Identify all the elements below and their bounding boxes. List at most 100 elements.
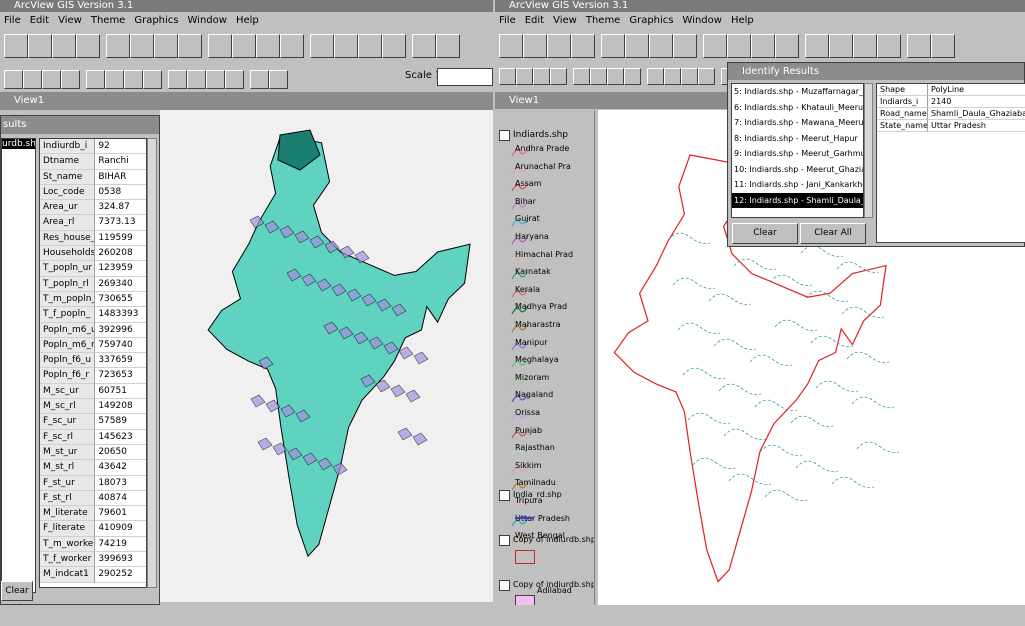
tool-button[interactable] (4, 34, 28, 58)
menu-item[interactable]: Edit (29, 15, 50, 26)
tool-button[interactable] (907, 34, 931, 58)
tool-button[interactable] (590, 68, 607, 85)
identify-item[interactable]: 8: Indiards.shp - Meerut_Hapur (734, 133, 858, 143)
identify-item[interactable]: 11: Indiards.shp - Jani_Kankarkhera (734, 180, 864, 189)
tool-button[interactable] (310, 34, 334, 58)
tool-button[interactable] (206, 70, 225, 89)
tool-button[interactable] (571, 34, 595, 58)
tool-button[interactable] (516, 68, 533, 85)
tool-button[interactable] (168, 70, 187, 89)
tool-button[interactable] (625, 34, 649, 58)
menu-item[interactable]: Theme (90, 15, 126, 26)
tool-button[interactable] (547, 34, 571, 58)
tool-button[interactable] (436, 34, 460, 58)
menu-item[interactable]: Edit (524, 15, 545, 26)
tool-button[interactable] (61, 70, 80, 89)
identify-item[interactable]: 9: Indiards.shp - Meerut_Garhmuktes (734, 149, 863, 158)
results-list[interactable]: urdb.sh (1, 138, 36, 593)
scale-input[interactable] (437, 68, 493, 86)
tool-button[interactable] (143, 70, 162, 89)
tool-button[interactable] (523, 34, 547, 58)
tool-button[interactable] (250, 70, 269, 89)
menu-item[interactable]: Help (730, 15, 754, 26)
tool-button[interactable] (412, 34, 436, 58)
menu-item[interactable]: Window (682, 15, 722, 26)
tool-button[interactable] (232, 34, 256, 58)
tool-button[interactable] (499, 68, 516, 85)
tool-button[interactable] (154, 34, 178, 58)
tool-button[interactable] (533, 68, 550, 85)
tool-button[interactable] (86, 70, 105, 89)
tool-button[interactable] (805, 34, 829, 58)
tool-button[interactable] (178, 34, 202, 58)
legend-theme[interactable]: Copy of indiurdb.shp (513, 580, 595, 589)
menu-item[interactable]: File (4, 15, 21, 26)
tool-button[interactable] (931, 34, 955, 58)
tool-button[interactable] (829, 34, 853, 58)
list-item[interactable]: urdb.sh (2, 139, 35, 149)
tool-button[interactable] (698, 68, 715, 85)
identify-item[interactable]: 10: Indiards.shp - Meerut_Ghaziabad (734, 164, 863, 174)
menu-item[interactable]: View (553, 15, 577, 26)
menu-item[interactable]: View (58, 15, 82, 26)
tool-button[interactable] (647, 68, 664, 85)
tool-button[interactable] (877, 34, 901, 58)
tool-button[interactable] (664, 68, 681, 85)
tool-button[interactable] (358, 34, 382, 58)
tool-button[interactable] (703, 34, 727, 58)
tool-button[interactable] (573, 68, 590, 85)
legend-theme[interactable]: Copy of indiurdb.shp (513, 535, 595, 544)
tool-button[interactable] (624, 68, 641, 85)
menu-item[interactable]: File (499, 15, 516, 26)
tool-button[interactable] (681, 68, 698, 85)
identify-item[interactable]: 6: Indiards.shp - Khatauli_Meerut (734, 102, 864, 112)
checkbox[interactable] (499, 535, 510, 546)
tool-button[interactable] (673, 34, 697, 58)
tool-button[interactable] (105, 70, 124, 89)
tool-button[interactable] (280, 34, 304, 58)
tool-button[interactable] (334, 34, 358, 58)
checkbox[interactable] (499, 580, 510, 591)
tool-button[interactable] (751, 34, 775, 58)
identify-item[interactable]: 12: Indiards.shp - Shamli_Daula_Gha (732, 192, 863, 208)
legend-theme[interactable]: India_rd.shp (513, 490, 562, 499)
tool-button[interactable] (106, 34, 130, 58)
identify-item[interactable]: 7: Indiards.shp - Mawana_Meerut (734, 118, 864, 127)
tool-button[interactable] (601, 34, 625, 58)
checkbox[interactable] (499, 490, 510, 501)
tool-button[interactable] (23, 70, 42, 89)
tool-button[interactable] (76, 34, 100, 58)
legend-theme[interactable]: Indiards.shp (513, 130, 568, 140)
tool-button[interactable] (130, 34, 154, 58)
tool-button[interactable] (124, 70, 143, 89)
tool-button[interactable] (187, 70, 206, 89)
menu-item[interactable]: Window (187, 15, 227, 26)
tool-button[interactable] (727, 34, 751, 58)
menu-item[interactable]: Help (235, 15, 259, 26)
tool-button[interactable] (499, 34, 523, 58)
tool-button[interactable] (28, 34, 52, 58)
tool-button[interactable] (550, 68, 567, 85)
tool-button[interactable] (42, 70, 61, 89)
tool-button[interactable] (4, 70, 23, 89)
scrollbar[interactable] (864, 83, 873, 218)
identify-list[interactable]: 5: Indiards.shp - Muzaffarnagar_Khat 6: I… (731, 83, 864, 218)
menu-item[interactable]: Theme (585, 15, 621, 26)
tool-button[interactable] (208, 34, 232, 58)
tool-button[interactable] (269, 70, 288, 89)
menu-item[interactable]: Graphics (134, 15, 179, 26)
tool-button[interactable] (607, 68, 624, 85)
tool-button[interactable] (775, 34, 799, 58)
tool-button[interactable] (225, 70, 244, 89)
clear-button[interactable]: Clear (732, 223, 798, 244)
scrollbar[interactable] (147, 138, 157, 588)
tool-button[interactable] (256, 34, 280, 58)
menu-item[interactable]: Graphics (629, 15, 674, 26)
tool-button[interactable] (52, 34, 76, 58)
tool-button[interactable] (853, 34, 877, 58)
tool-button[interactable] (649, 34, 673, 58)
checkbox[interactable] (499, 130, 510, 141)
clear-all-button[interactable]: Clear All (800, 223, 866, 244)
identify-item[interactable]: 5: Indiards.shp - Muzaffarnagar_Khat (734, 87, 864, 96)
map-canvas[interactable] (160, 110, 493, 602)
